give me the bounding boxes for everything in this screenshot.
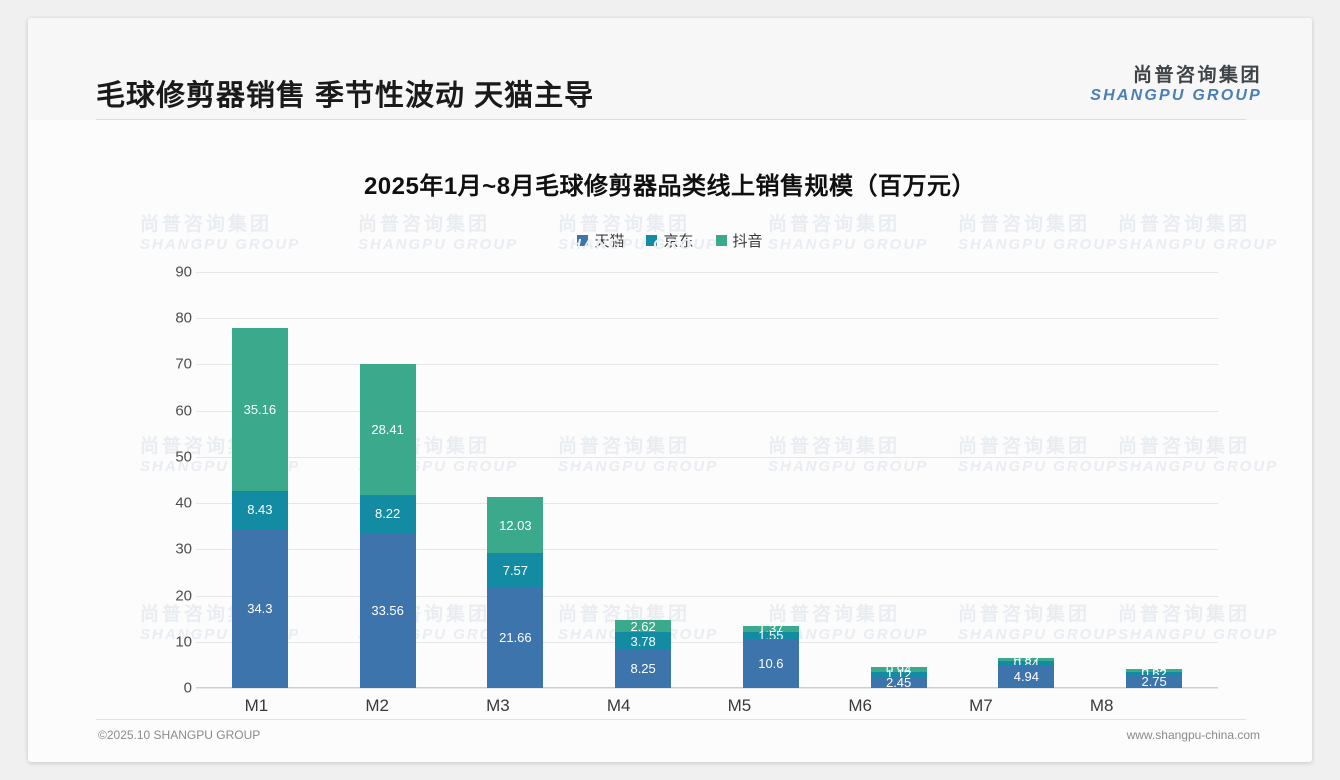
bar-segment[interactable]: 8.43 — [231, 490, 288, 530]
x-axis-labels: M1 M2 M3 M4 M5 M6 M7 M8 — [196, 696, 1162, 716]
legend-swatch-icon — [646, 235, 658, 246]
bar-segment[interactable]: 28.41 — [359, 363, 416, 495]
gridline — [196, 364, 1218, 366]
gridline — [196, 272, 1218, 273]
legend-label: 抖音 — [732, 233, 763, 250]
legend-label: 天猫 — [594, 233, 625, 250]
bar-column-M8[interactable]: 0.68 0.62 2.75 — [1126, 272, 1183, 690]
bar-value-label: 7.57 — [502, 562, 529, 578]
bar-column-M2[interactable]: 28.41 8.22 33.56 — [359, 272, 416, 688]
bar-column-M3[interactable]: 12.03 7.57 21.66 — [487, 272, 544, 688]
bar-segment[interactable]: 33.56 — [359, 532, 416, 688]
bar-segment[interactable]: 1.55 — [742, 627, 799, 643]
bar-series-container: 35.16 8.43 34.3 28.41 8.22 33.56 12.03 7.57 21.6… — [196, 272, 1218, 690]
bar-segment[interactable]: 2.75 — [1126, 674, 1183, 690]
chart-plot-area: 0 10 20 30 40 50 60 70 80 90 35.16 8.43 34.3 28.41 8.… — [168, 264, 1218, 697]
gridline — [196, 688, 1218, 689]
y-axis-tick-label: 90 — [175, 263, 192, 281]
x-axis-label-M2: M2 — [365, 696, 389, 715]
gridline — [196, 503, 1218, 505]
gridline — [196, 456, 1218, 458]
bar-value-label: 10.6 — [758, 656, 784, 671]
chart-legend: 天猫 京东 抖音 — [28, 230, 1312, 251]
footer-copyright: ©2025.10 SHANGPU GROUP — [98, 728, 261, 742]
legend-item-抖音[interactable]: 抖音 — [715, 230, 763, 251]
bar-value-label: 35.16 — [243, 401, 277, 417]
bar-value-label: 2.75 — [1141, 674, 1167, 690]
slide-header: 毛球修剪器销售 季节性波动 天猫主导 尚普咨询集团 SHANGPU GROUP — [28, 18, 1312, 120]
logo-english-text: SHANGPU GROUP — [1090, 86, 1262, 104]
bar-segment[interactable]: 8.25 — [615, 649, 672, 688]
footer-divider — [96, 719, 1246, 720]
bar-value-label: 1.55 — [758, 627, 784, 643]
bar-value-label: 8.43 — [247, 502, 273, 518]
gridline — [196, 595, 1218, 597]
y-axis-tick-label: 70 — [175, 355, 192, 373]
y-axis-tick-label: 40 — [175, 494, 192, 512]
bar-value-label: 2.62 — [630, 618, 656, 634]
bar-segment[interactable]: 21.66 — [487, 587, 544, 688]
legend-item-天猫[interactable]: 天猫 — [577, 230, 624, 251]
bar-column-M1[interactable]: 35.16 8.43 34.3 — [231, 272, 288, 688]
bar-column-M7[interactable]: 0.82 0.84 4.94 — [998, 272, 1055, 688]
x-axis-line — [196, 687, 1218, 688]
bar-segment[interactable]: 8.22 — [359, 494, 416, 533]
bar-value-label: 4.94 — [1013, 669, 1040, 685]
bar-segment[interactable]: 3.78 — [615, 632, 672, 650]
gridline — [196, 318, 1218, 320]
legend-swatch-icon — [577, 235, 589, 246]
bar-segment[interactable]: 4.94 — [998, 665, 1055, 688]
x-axis-label-M7: M7 — [969, 696, 993, 715]
bar-segment[interactable]: 10.6 — [742, 639, 799, 688]
x-axis-label-M5: M5 — [727, 696, 752, 715]
bar-value-label: 2.45 — [885, 674, 912, 690]
legend-label: 京东 — [663, 233, 694, 250]
x-axis-label-M3: M3 — [486, 696, 510, 715]
y-axis-tick-label: 20 — [175, 587, 192, 605]
bar-value-label: 12.03 — [499, 517, 532, 533]
slide-canvas: 毛球修剪器销售 季节性波动 天猫主导 尚普咨询集团 SHANGPU GROUP … — [28, 18, 1312, 762]
y-axis-tick-label: 50 — [175, 448, 192, 466]
footer-website[interactable]: www.shangpu-china.com — [1126, 728, 1260, 742]
y-axis-tick-label: 60 — [175, 402, 192, 420]
company-logo: 尚普咨询集团 SHANGPU GROUP — [1090, 66, 1262, 105]
bar-value-label: 3.78 — [630, 633, 656, 649]
x-axis-label-M4: M4 — [606, 696, 631, 715]
chart-title: 2025年1月~8月毛球修剪器品类线上销售规模（百万元） — [363, 173, 977, 200]
bar-value-label: 28.41 — [371, 421, 404, 437]
bar-value-label: 8.22 — [374, 506, 401, 522]
gridline — [196, 549, 1218, 551]
bar-value-label: 21.66 — [499, 630, 532, 646]
legend-item-京东[interactable]: 京东 — [646, 230, 694, 251]
x-axis-label-M1: M1 — [244, 696, 269, 715]
bar-value-label: 8.25 — [630, 661, 656, 677]
bar-segment[interactable]: 2.62 — [615, 618, 672, 634]
bar-value-label: 33.56 — [371, 602, 404, 618]
legend-swatch-icon — [715, 235, 727, 246]
bar-value-label: 34.3 — [247, 601, 273, 617]
y-axis-tick-label: 0 — [183, 679, 192, 697]
y-axis-tick-label: 80 — [175, 309, 192, 327]
gridline — [196, 641, 1218, 643]
y-axis-tick-label: 30 — [175, 540, 192, 558]
bar-segment[interactable]: 7.57 — [487, 552, 544, 588]
bar-segment[interactable]: 34.3 — [231, 529, 288, 688]
x-axis-label-M6: M6 — [848, 696, 872, 715]
x-axis-label-M8: M8 — [1089, 696, 1114, 715]
bar-column-M6[interactable]: 0.94 1.12 2.45 — [870, 272, 927, 690]
header-divider — [96, 119, 1246, 120]
bar-segment[interactable]: 35.16 — [231, 328, 288, 491]
y-axis-tick-label: 10 — [175, 633, 192, 651]
logo-chinese-text: 尚普咨询集团 — [1132, 65, 1262, 86]
bar-segment[interactable]: 2.45 — [870, 674, 927, 690]
bar-segment[interactable]: 12.03 — [487, 497, 544, 553]
gridline — [196, 410, 1218, 412]
page-title: 毛球修剪器销售 季节性波动 天猫主导 — [96, 80, 595, 112]
bar-column-M5[interactable]: 1.37 1.55 10.6 — [742, 272, 799, 688]
bar-column-M4[interactable]: 2.62 3.78 8.25 — [615, 272, 672, 688]
